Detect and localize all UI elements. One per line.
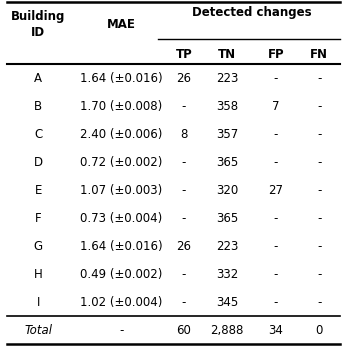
Text: 0.72 (±0.002): 0.72 (±0.002) [80, 156, 163, 169]
Text: -: - [317, 72, 321, 85]
Text: -: - [182, 212, 186, 225]
Text: FN: FN [310, 48, 328, 61]
Text: 0: 0 [315, 324, 323, 337]
Text: 1.70 (±0.008): 1.70 (±0.008) [80, 100, 163, 113]
Text: 320: 320 [216, 184, 238, 197]
Text: 332: 332 [216, 268, 238, 281]
Text: -: - [317, 268, 321, 281]
Text: 60: 60 [177, 324, 191, 337]
Text: -: - [317, 184, 321, 197]
Text: 0.73 (±0.004): 0.73 (±0.004) [80, 212, 163, 225]
Text: E: E [34, 184, 42, 197]
Text: 357: 357 [216, 128, 238, 141]
Text: 8: 8 [180, 128, 188, 141]
Text: -: - [274, 212, 278, 225]
Text: -: - [274, 296, 278, 309]
Text: -: - [182, 296, 186, 309]
Text: -: - [274, 156, 278, 169]
Text: -: - [274, 128, 278, 141]
Text: 365: 365 [216, 156, 238, 169]
Text: 2.40 (±0.006): 2.40 (±0.006) [80, 128, 163, 141]
Text: TP: TP [176, 48, 192, 61]
Text: 1.64 (±0.016): 1.64 (±0.016) [80, 240, 163, 253]
Text: 1.02 (±0.004): 1.02 (±0.004) [80, 296, 163, 309]
Text: -: - [274, 72, 278, 85]
Text: -: - [182, 100, 186, 113]
Text: I: I [36, 296, 40, 309]
Text: 26: 26 [176, 240, 192, 253]
Text: -: - [317, 100, 321, 113]
Text: FP: FP [268, 48, 284, 61]
Text: 0.49 (±0.002): 0.49 (±0.002) [80, 268, 163, 281]
Text: 345: 345 [216, 296, 238, 309]
Text: -: - [274, 240, 278, 253]
Text: -: - [317, 240, 321, 253]
Text: 34: 34 [269, 324, 283, 337]
Text: 26: 26 [176, 72, 192, 85]
Text: -: - [317, 128, 321, 141]
Text: 1.07 (±0.003): 1.07 (±0.003) [80, 184, 163, 197]
Text: 2,888: 2,888 [211, 324, 244, 337]
Text: H: H [34, 268, 43, 281]
Text: 27: 27 [268, 184, 283, 197]
Text: -: - [182, 268, 186, 281]
Text: Building
ID: Building ID [11, 10, 65, 39]
Text: B: B [34, 100, 42, 113]
Text: TN: TN [218, 48, 236, 61]
Text: Detected changes: Detected changes [192, 6, 311, 19]
Text: -: - [119, 324, 124, 337]
Text: 358: 358 [216, 100, 238, 113]
Text: D: D [34, 156, 43, 169]
Text: 7: 7 [272, 100, 280, 113]
Text: -: - [182, 184, 186, 197]
Text: MAE: MAE [107, 18, 136, 31]
Text: A: A [34, 72, 42, 85]
Text: 223: 223 [216, 72, 238, 85]
Text: -: - [317, 296, 321, 309]
Text: 365: 365 [216, 212, 238, 225]
Text: -: - [182, 156, 186, 169]
Text: -: - [317, 156, 321, 169]
Text: F: F [35, 212, 42, 225]
Text: -: - [274, 268, 278, 281]
Text: G: G [34, 240, 43, 253]
Text: -: - [317, 212, 321, 225]
Text: C: C [34, 128, 42, 141]
Text: Total: Total [24, 324, 52, 337]
Text: 223: 223 [216, 240, 238, 253]
Text: 1.64 (±0.016): 1.64 (±0.016) [80, 72, 163, 85]
